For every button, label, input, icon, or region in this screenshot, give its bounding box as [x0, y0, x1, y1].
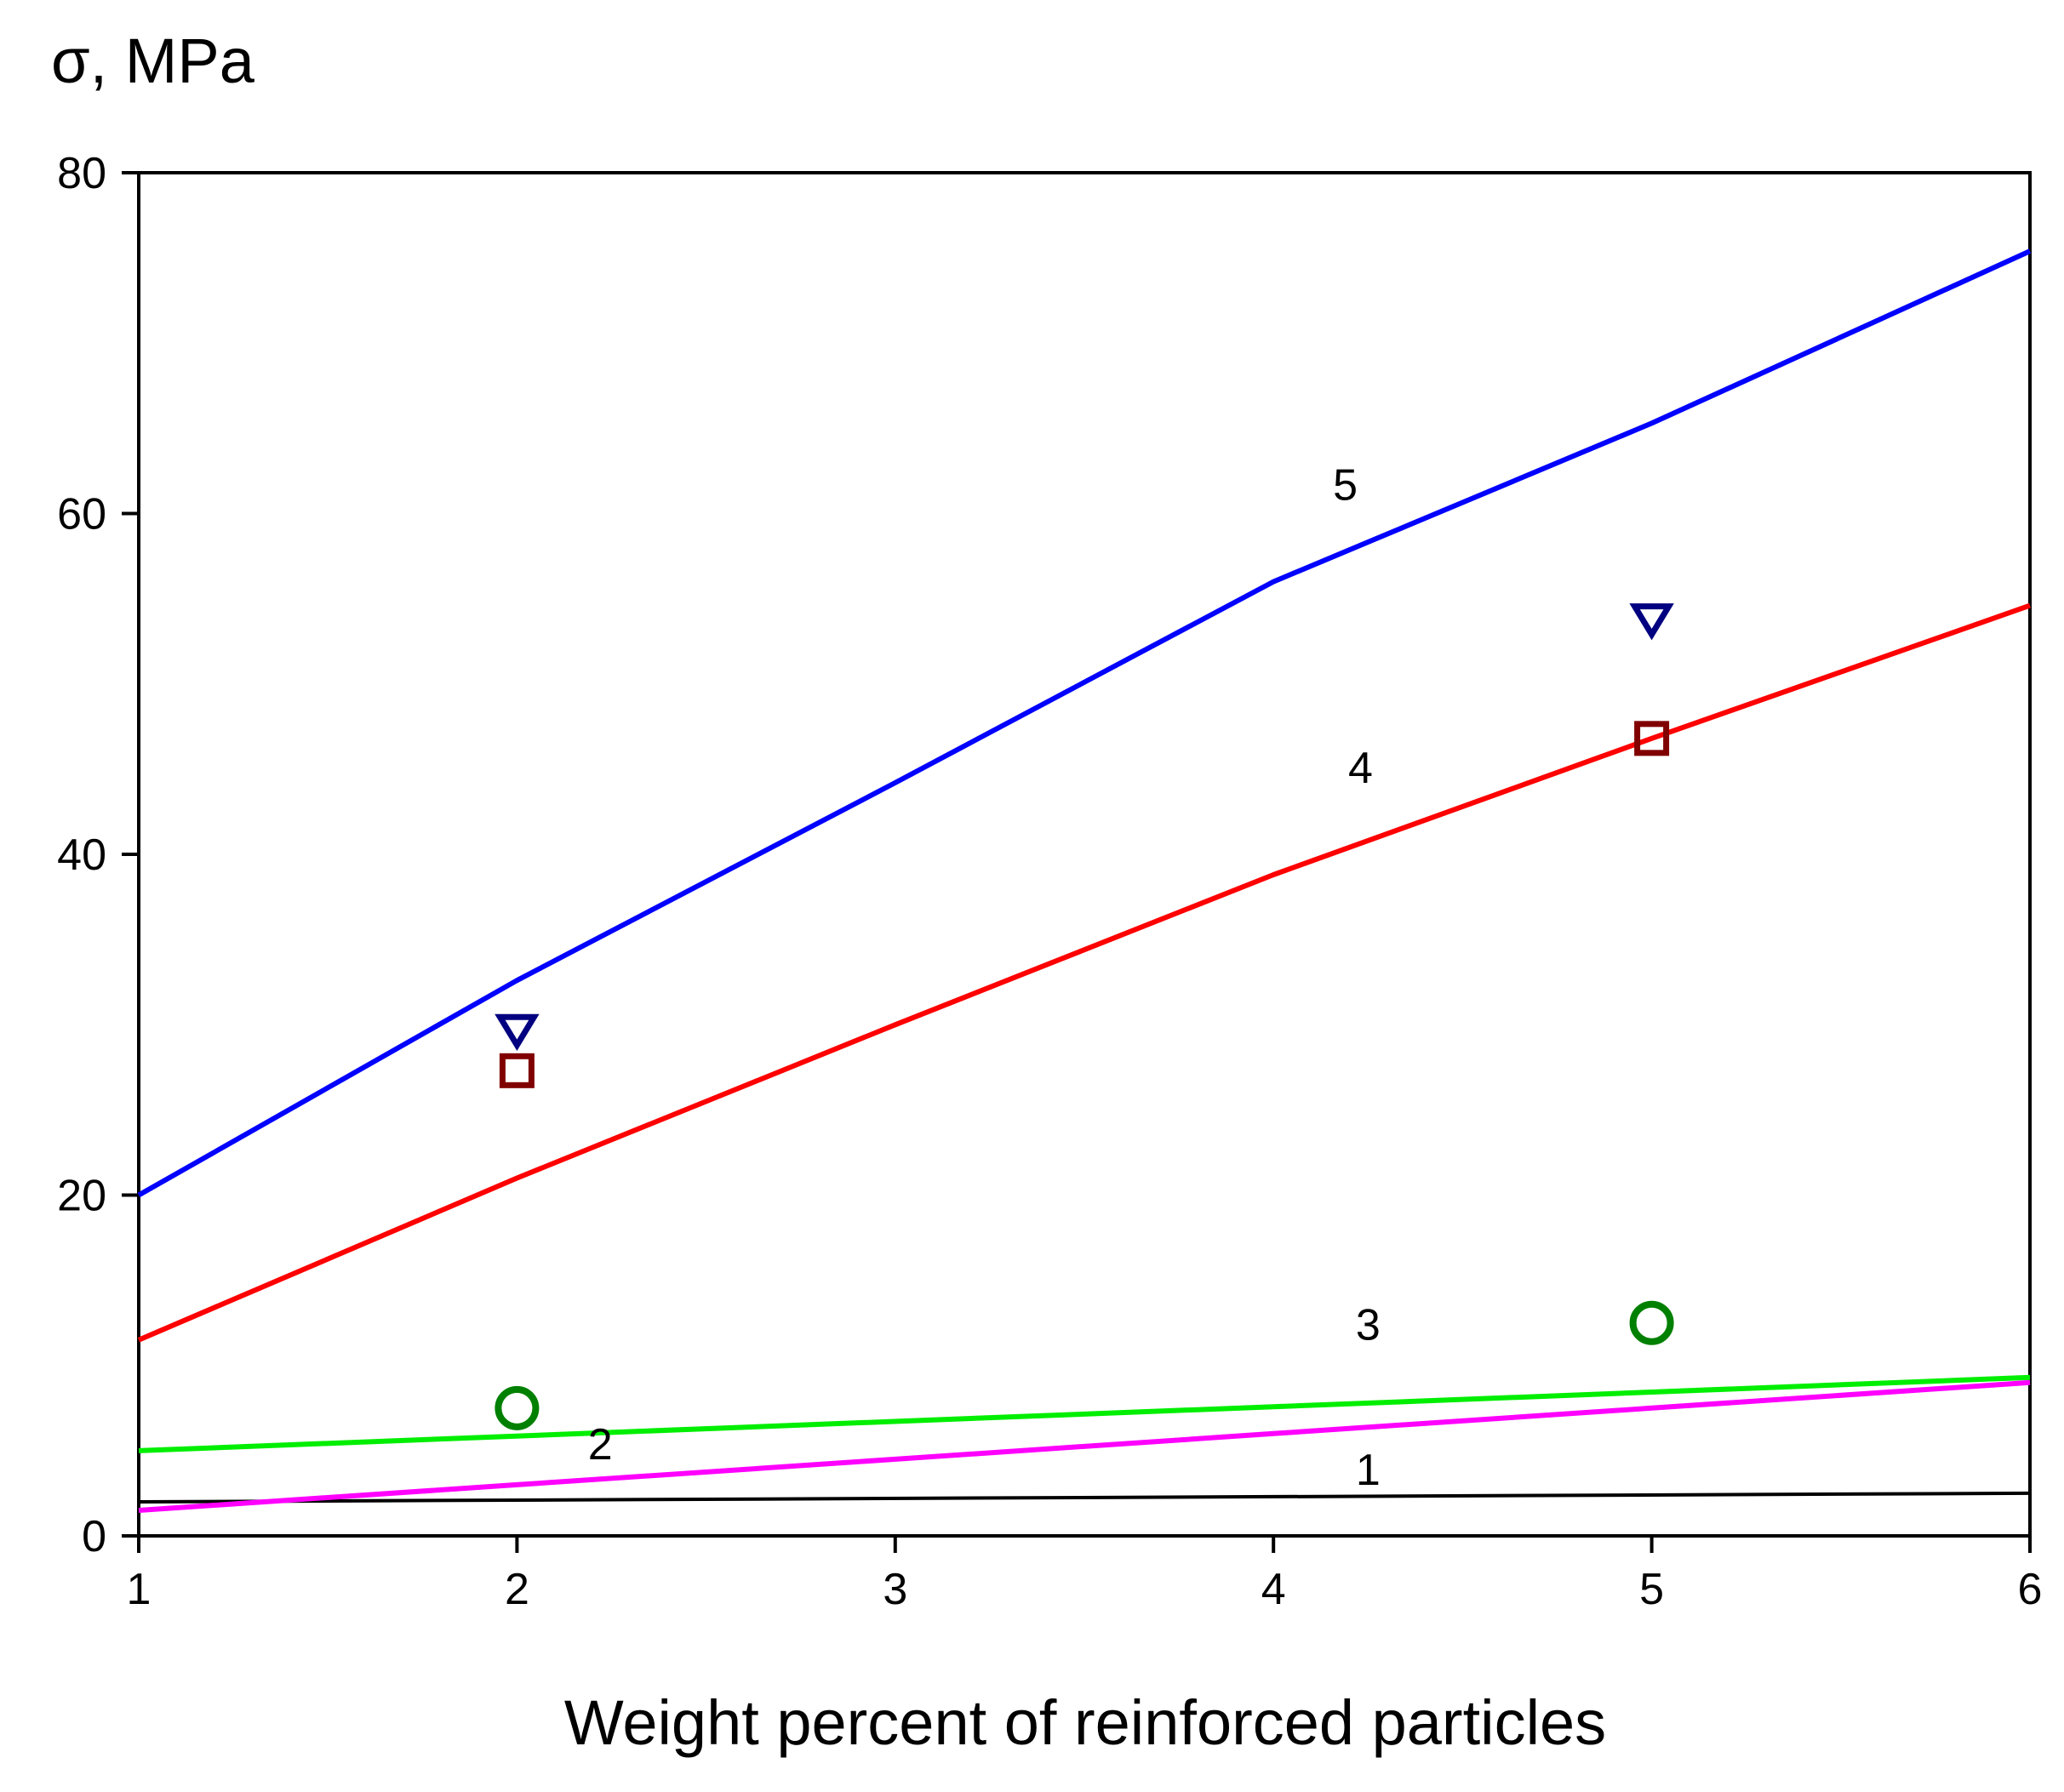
- series-labels: 1 2 3 4 5: [588, 460, 1381, 1494]
- marker-triangle-down-1: [495, 1013, 540, 1052]
- series-label-2: 2: [588, 1420, 613, 1470]
- x-tick-label-6: 6: [2018, 1565, 2043, 1614]
- y-tick-label-60: 60: [57, 490, 106, 539]
- y-tick-label-20: 20: [57, 1172, 106, 1221]
- x-axis-title: Weight percent of reinforced particles: [564, 1687, 1606, 1758]
- series-label-5: 5: [1333, 460, 1358, 510]
- x-tick-label-4: 4: [1261, 1565, 1286, 1614]
- marker-square-1: [499, 1053, 535, 1088]
- marker-circle-1: [495, 1385, 540, 1430]
- series-label-1: 1: [1356, 1446, 1381, 1495]
- series-label-3: 3: [1356, 1301, 1381, 1350]
- series-line-1: [138, 1491, 2031, 1504]
- x-tick-label-2: 2: [505, 1565, 529, 1614]
- marker-square-2: [1634, 721, 1670, 756]
- y-tick-label-40: 40: [57, 830, 106, 880]
- plot-frame: [137, 171, 2032, 1538]
- y-axis-title: σ, MPa: [51, 26, 255, 96]
- series-line-5: [137, 248, 2032, 1198]
- x-tick-label-5: 5: [1639, 1565, 1664, 1614]
- series-line-4: [137, 602, 2031, 1343]
- marker-triangle-down-2: [1629, 603, 1674, 641]
- series-lines: [137, 248, 2032, 1513]
- series-label-4: 4: [1348, 744, 1373, 793]
- x-tick-label-1: 1: [127, 1565, 152, 1614]
- series-line-2: [138, 1379, 2031, 1513]
- y-tick-label-0: 0: [82, 1512, 106, 1561]
- x-axis: 1 2 3 4 5 6: [127, 1536, 2043, 1614]
- series-line-3: [138, 1374, 2031, 1453]
- marker-circle-2: [1629, 1300, 1674, 1345]
- y-axis: 0 20 40 60 80: [57, 149, 139, 1561]
- x-tick-label-3: 3: [883, 1565, 907, 1614]
- y-tick-label-80: 80: [57, 149, 106, 198]
- plot-area-border: [137, 171, 2032, 1538]
- data-markers: [495, 603, 1674, 1430]
